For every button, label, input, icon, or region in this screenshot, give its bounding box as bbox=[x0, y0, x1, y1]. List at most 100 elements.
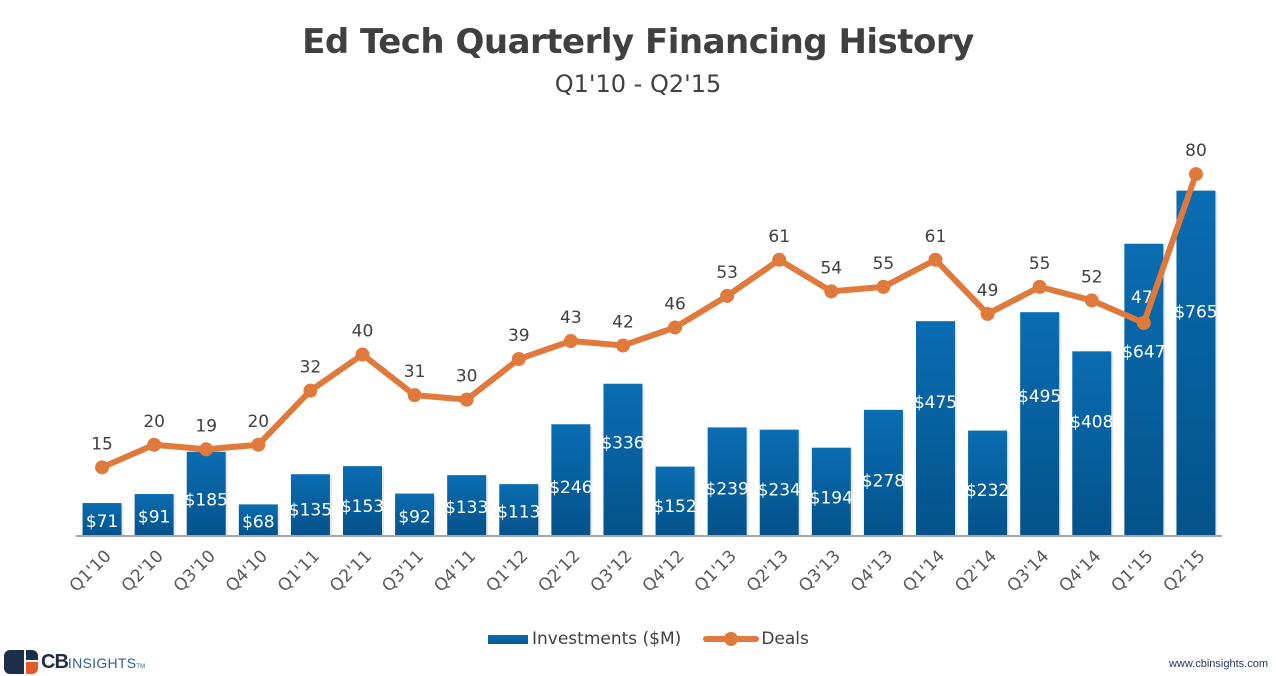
investment-bar[interactable] bbox=[759, 429, 799, 535]
investment-bar[interactable] bbox=[343, 466, 382, 535]
investment-bar-label: $91 bbox=[138, 508, 170, 528]
source-url[interactable]: www.cbinsights.com bbox=[1168, 658, 1268, 670]
x-tick-label: Q4'10 bbox=[222, 546, 272, 596]
legend-bar-swatch-icon bbox=[488, 634, 528, 644]
deals-point[interactable] bbox=[407, 388, 422, 403]
investment-bar-label: $495 bbox=[1018, 387, 1061, 407]
investment-bar-label: $153 bbox=[341, 497, 384, 517]
investment-bar-label: $278 bbox=[862, 472, 905, 492]
deals-point[interactable] bbox=[615, 338, 630, 353]
deals-point[interactable] bbox=[980, 306, 995, 321]
deals-point-label: 53 bbox=[716, 263, 738, 283]
deals-point[interactable] bbox=[720, 288, 735, 303]
investment-bar[interactable] bbox=[863, 409, 903, 535]
deals-point[interactable] bbox=[303, 383, 318, 398]
deals-point-label: 55 bbox=[1029, 254, 1051, 274]
x-tick-label: Q1'11 bbox=[274, 546, 324, 596]
investment-bar[interactable] bbox=[655, 466, 695, 535]
deals-point[interactable] bbox=[876, 279, 891, 294]
investment-bar[interactable] bbox=[82, 503, 122, 535]
legend: Investments ($M) Deals bbox=[488, 629, 831, 649]
deals-point-label: 40 bbox=[352, 322, 374, 342]
deals-point[interactable] bbox=[668, 320, 683, 335]
investment-bar[interactable] bbox=[134, 494, 174, 535]
investment-bar[interactable] bbox=[395, 493, 435, 535]
investment-bar-label: $239 bbox=[706, 480, 749, 500]
chart-subtitle: Q1'10 - Q2'15 bbox=[554, 70, 722, 98]
investment-bar-label: $113 bbox=[497, 503, 540, 523]
investment-bar[interactable] bbox=[186, 451, 226, 535]
x-tick-label: Q2'12 bbox=[535, 546, 585, 596]
investment-bar[interactable] bbox=[811, 447, 851, 535]
deals-point[interactable] bbox=[95, 460, 110, 475]
deals-point[interactable] bbox=[928, 252, 943, 267]
investment-bar[interactable] bbox=[447, 475, 487, 535]
logo-cb-text: CB bbox=[41, 650, 69, 673]
investment-bar[interactable] bbox=[1176, 190, 1216, 535]
x-tick-label: Q3'10 bbox=[170, 546, 220, 596]
deals-point[interactable] bbox=[1032, 279, 1047, 294]
x-tick-label: Q2'14 bbox=[951, 546, 1001, 596]
x-tick-label: Q4'14 bbox=[1055, 546, 1105, 596]
deals-point[interactable] bbox=[824, 284, 839, 299]
deals-point-label: 30 bbox=[456, 367, 478, 387]
investment-bar[interactable] bbox=[551, 424, 591, 535]
x-tick-label: Q2'11 bbox=[326, 546, 376, 596]
deals-point[interactable] bbox=[1136, 315, 1151, 330]
investment-bar[interactable] bbox=[603, 383, 643, 535]
investment-bar-label: $232 bbox=[966, 481, 1009, 501]
deals-point[interactable] bbox=[772, 252, 787, 267]
investment-bar[interactable] bbox=[1072, 351, 1112, 535]
investment-bar[interactable] bbox=[968, 430, 1008, 535]
deals-point[interactable] bbox=[355, 347, 370, 362]
deals-point-label: 42 bbox=[612, 313, 634, 333]
investment-bar[interactable] bbox=[707, 427, 747, 535]
legend-line-marker-icon bbox=[703, 630, 760, 648]
x-tick-label: Q4'13 bbox=[847, 546, 897, 596]
investment-bar-label: $234 bbox=[758, 481, 801, 501]
legend-item-investments[interactable]: Investments ($M) bbox=[488, 629, 681, 649]
investment-bar[interactable] bbox=[916, 321, 955, 535]
x-tick-label: Q1'15 bbox=[1108, 546, 1158, 596]
investment-bar-label: $246 bbox=[549, 478, 592, 498]
investment-bar-label: $647 bbox=[1122, 343, 1165, 363]
deals-point-label: 31 bbox=[404, 362, 426, 382]
deals-point-label: 61 bbox=[925, 227, 947, 247]
legend-item-deals[interactable]: Deals bbox=[703, 629, 809, 649]
deals-point[interactable] bbox=[511, 352, 526, 367]
deals-point[interactable] bbox=[199, 442, 214, 457]
deals-point-label: 46 bbox=[664, 294, 686, 314]
investment-bar[interactable] bbox=[290, 474, 330, 535]
investment-bar-label: $408 bbox=[1070, 413, 1113, 433]
investment-bar[interactable] bbox=[238, 504, 278, 535]
investment-bar-label: $152 bbox=[653, 497, 696, 517]
x-tick-label: Q1'14 bbox=[899, 546, 949, 596]
deals-point-label: 39 bbox=[508, 326, 530, 346]
x-tick-label: Q2'13 bbox=[743, 546, 793, 596]
deals-point-label: 20 bbox=[143, 412, 165, 432]
bar-labels-layer: $71 $91 $185 $68 $135 $153 $92 $133 $113 $246 $336… bbox=[86, 303, 1218, 533]
deals-point-label: 80 bbox=[1185, 141, 1207, 161]
deals-point-label: 43 bbox=[560, 308, 582, 328]
investment-bar-label: $133 bbox=[445, 498, 488, 518]
investment-bar[interactable] bbox=[1020, 312, 1060, 535]
x-tick-label: Q1'13 bbox=[691, 546, 741, 596]
investment-bar-label: $475 bbox=[914, 393, 957, 413]
investment-bar-label: $71 bbox=[86, 512, 118, 532]
x-tick-label: Q1'12 bbox=[482, 546, 532, 596]
deals-point[interactable] bbox=[147, 437, 162, 452]
cb-insights-logo: CBINSIGHTSTM bbox=[4, 650, 145, 674]
x-tick-label: Q4'12 bbox=[639, 546, 689, 596]
deals-point[interactable] bbox=[459, 392, 474, 407]
deals-point[interactable] bbox=[1188, 167, 1203, 182]
x-tick-label: Q2'15 bbox=[1160, 546, 1210, 596]
deals-point-label: 52 bbox=[1081, 267, 1103, 287]
deals-point[interactable] bbox=[251, 437, 266, 452]
investment-bar-label: $336 bbox=[601, 434, 644, 454]
investment-bar[interactable] bbox=[499, 484, 539, 535]
deals-point[interactable] bbox=[563, 334, 578, 349]
deals-point[interactable] bbox=[1084, 293, 1099, 308]
x-tick-label: Q3'13 bbox=[795, 546, 845, 596]
deals-point-label: 32 bbox=[300, 358, 322, 378]
chart-title: Ed Tech Quarterly Financing History bbox=[302, 22, 974, 62]
